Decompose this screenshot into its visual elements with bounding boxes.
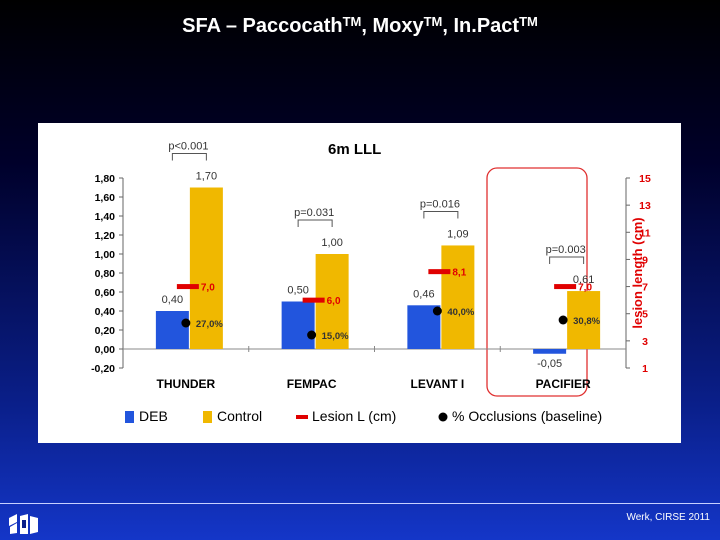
bar-deb — [155, 311, 189, 349]
y-left-tick-label: -0,20 — [91, 363, 115, 375]
y-left-tick-label: 0,00 — [95, 344, 116, 356]
lesion-length-marker — [302, 297, 325, 303]
legend-label-control: Control — [217, 408, 262, 424]
y-left-tick-label: 0,60 — [95, 287, 116, 299]
p-value-label: p<0.001 — [168, 141, 208, 153]
p-value-bracket — [549, 256, 585, 265]
bar-control — [441, 245, 475, 349]
bar-deb-label: 0,40 — [162, 294, 183, 306]
category-label: THUNDER — [157, 377, 216, 391]
bar-deb-label: -0,05 — [537, 358, 562, 370]
p-value-bracket — [423, 210, 459, 219]
p-value-label: p=0.031 — [294, 207, 334, 219]
bar-control — [189, 187, 223, 349]
footer-divider — [0, 503, 720, 504]
occlusion-label: 27,0% — [196, 319, 223, 330]
lesion-length-label: 6,0 — [327, 296, 341, 307]
lesion-length-label: 8,1 — [452, 268, 466, 279]
chart-panel: 6m LLL 1,80 1,60 1,40 1,20 1,00 0,80 0,60 0,40 0,… — [38, 123, 681, 443]
y-left-tick-label: 0,80 — [95, 268, 116, 280]
occlusion-label: 15,0% — [322, 331, 349, 342]
legend-swatch-occlusion — [438, 412, 448, 422]
bar-control-label: 1,00 — [321, 237, 342, 249]
category-label: LEVANT I — [410, 377, 464, 391]
occlusion-dot — [558, 315, 568, 325]
y-right-tick-label: 13 — [639, 200, 651, 212]
lesion-length-marker — [554, 284, 577, 290]
y-right-tick-label: 1 — [642, 363, 648, 375]
source-credit: Werk, CIRSE 2011 — [626, 512, 710, 523]
lesion-length-marker — [176, 284, 199, 290]
bar-deb — [281, 301, 315, 349]
y-right-tick-label: 11 — [639, 227, 650, 239]
bar-deb — [533, 349, 567, 354]
bar-control-label: 1,09 — [447, 228, 468, 240]
legend-swatch-control — [203, 411, 212, 423]
legend-swatch-lesion — [296, 415, 308, 419]
p-value-label: p=0.016 — [420, 198, 460, 210]
lesion-length-label: 7,0 — [578, 283, 592, 294]
y-right-tick-label: 5 — [642, 309, 648, 321]
legend-label-occlusion: % Occlusions (baseline) — [452, 408, 602, 424]
highlight-box — [486, 167, 588, 397]
y-left-tick-label: 0,40 — [95, 306, 116, 318]
occlusion-dot — [432, 306, 442, 316]
occlusion-label: 30,8% — [573, 316, 600, 327]
y-right-tick-label: 7 — [642, 282, 648, 294]
institution-logo-icon — [9, 514, 38, 534]
occlusion-dot — [181, 318, 191, 328]
y-left-tick-label: 1,80 — [95, 173, 116, 185]
occlusion-dot — [307, 330, 317, 340]
category-label: FEMPAC — [287, 377, 337, 391]
y-left-tick-label: 1,00 — [95, 249, 116, 261]
bar-control-label: 0,61 — [573, 274, 594, 286]
legend-swatch-deb — [125, 411, 134, 423]
bar-deb-label: 0,50 — [287, 285, 308, 297]
y-right-tick-label: 9 — [642, 254, 648, 266]
y-left-tick-label: 1,20 — [95, 230, 116, 242]
chart-title: 6m LLL — [328, 141, 381, 158]
p-value-bracket — [297, 219, 333, 227]
y-right-tick-label: 15 — [639, 173, 651, 185]
bar-deb-label: 0,46 — [413, 288, 434, 300]
slide-title: SFA – PaccocathTM, MoxyTM, In.PactTM — [182, 14, 538, 37]
y-right-tick-label: 3 — [642, 336, 648, 348]
occlusion-label: 40,0% — [447, 307, 474, 318]
legend-label-deb: DEB — [139, 408, 168, 424]
y-right-axis-label: lesion length (cm) — [630, 217, 645, 328]
category-label: PACIFIER — [536, 377, 591, 391]
y-left-tick-label: 1,60 — [95, 192, 116, 204]
bar-control-label: 1,70 — [196, 171, 217, 183]
y-left-tick-label: 0,20 — [95, 325, 116, 337]
lesion-length-marker — [428, 269, 451, 275]
p-value-bracket — [171, 153, 207, 161]
bar-control — [567, 291, 601, 349]
legend-label-lesion: Lesion L (cm) — [312, 408, 396, 424]
lll-bar-chart: 6m LLL 1,80 1,60 1,40 1,20 1,00 0,80 0,60 0,40 0,… — [91, 141, 651, 425]
lesion-length-label: 7,0 — [201, 283, 215, 294]
y-left-tick-label: 1,40 — [95, 211, 116, 223]
p-value-label: p=0.003 — [546, 244, 586, 256]
